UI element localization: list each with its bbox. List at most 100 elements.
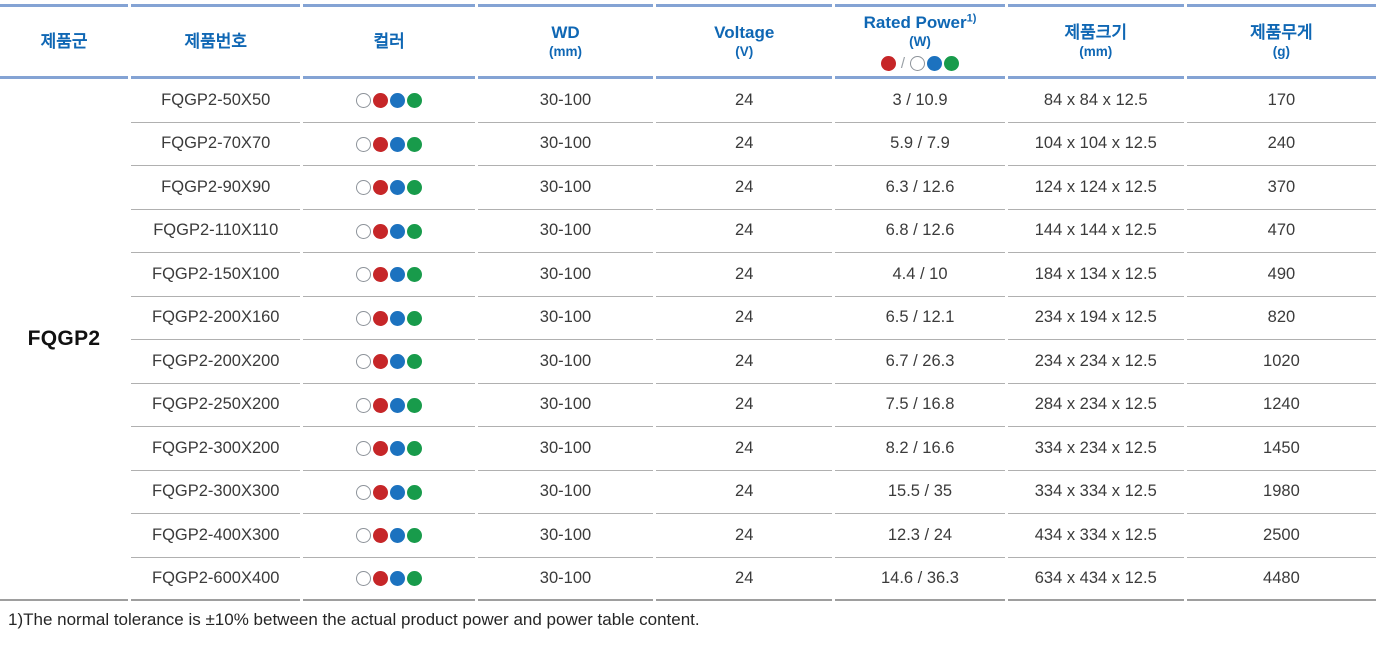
wd-cell: 30-100: [477, 79, 654, 123]
voltage-cell: 24: [656, 210, 833, 254]
voltage-cell: 24: [656, 253, 833, 297]
red-dot-icon: [373, 354, 389, 370]
weight-cell: 820: [1186, 297, 1376, 341]
col-header-color: 컬러: [303, 4, 475, 80]
col-header-voltage: Voltage (V): [656, 4, 833, 80]
blue-dot-icon: [390, 180, 406, 196]
red-dot-icon: [373, 93, 389, 109]
table-row: FQGP2-90X90 30-100 24 6.3 / 12.6 124 x 124 x…: [0, 166, 1376, 210]
legend-separator: /: [900, 55, 906, 73]
wd-cell: 30-100: [477, 384, 654, 428]
col-header-rated-power-label: Rated Power1): [863, 12, 977, 32]
part-number-cell: FQGP2-110X110: [131, 210, 301, 254]
rated-power-cell: 5.9 / 7.9: [835, 123, 1005, 167]
blue-dot-icon: [390, 267, 406, 283]
size-cell: 144 x 144 x 12.5: [1007, 210, 1184, 254]
rated-power-cell: 6.8 / 12.6: [835, 210, 1005, 254]
blue-dot-icon: [390, 397, 406, 413]
col-header-family-label: 제품군: [40, 31, 88, 51]
white-dot-icon: [356, 93, 372, 109]
voltage-cell: 24: [656, 384, 833, 428]
rated-power-cell: 7.5 / 16.8: [835, 384, 1005, 428]
weight-cell: 1020: [1186, 340, 1376, 384]
blue-dot-icon: [390, 484, 406, 500]
green-dot-icon: [407, 93, 423, 109]
col-header-voltage-label: Voltage: [714, 23, 775, 42]
weight-cell: 4480: [1186, 558, 1376, 602]
size-cell: 234 x 234 x 12.5: [1007, 340, 1184, 384]
red-dot-icon: [373, 571, 389, 587]
voltage-cell: 24: [656, 558, 833, 602]
rated-power-cell: 14.6 / 36.3: [835, 558, 1005, 602]
color-dots-cell: [303, 340, 475, 384]
col-header-weight-unit: (g): [1272, 44, 1291, 60]
blue-dot-icon: [390, 93, 406, 109]
col-header-family: 제품군: [0, 4, 129, 80]
col-header-part-number: 제품번호: [131, 4, 301, 80]
red-dot-icon: [373, 223, 389, 239]
red-dot-icon: [880, 56, 896, 72]
col-header-rated-power-unit: (W): [909, 34, 931, 50]
rated-power-cell: 15.5 / 35: [835, 471, 1005, 515]
green-dot-icon: [407, 136, 423, 152]
white-dot-icon: [356, 571, 372, 587]
weight-cell: 1240: [1186, 384, 1376, 428]
rated-power-cell: 6.5 / 12.1: [835, 297, 1005, 341]
white-dot-icon: [356, 484, 372, 500]
wd-cell: 30-100: [477, 427, 654, 471]
green-dot-icon: [407, 528, 423, 544]
blue-dot-icon: [390, 136, 406, 152]
col-header-voltage-unit: (V): [735, 44, 754, 60]
weight-cell: 1980: [1186, 471, 1376, 515]
red-dot-icon: [373, 441, 389, 457]
table-row: FQGP2 FQGP2-50X50 30-100 24 3 / 10.9 84 x 84 …: [0, 79, 1376, 602]
white-dot-icon: [356, 441, 372, 457]
weight-cell: 490: [1186, 253, 1376, 297]
color-dots-cell: [303, 210, 475, 254]
weight-cell: 170: [1186, 79, 1376, 123]
voltage-cell: 24: [656, 427, 833, 471]
voltage-cell: 24: [656, 166, 833, 210]
blue-dot-icon: [390, 354, 406, 370]
weight-cell: 240: [1186, 123, 1376, 167]
table-row: FQGP2-250X200 30-100 24 7.5 / 16.8 284 x 234…: [0, 384, 1376, 428]
color-dots-cell: [303, 514, 475, 558]
size-cell: 284 x 234 x 12.5: [1007, 384, 1184, 428]
wd-cell: 30-100: [477, 166, 654, 210]
green-dot-icon: [407, 267, 423, 283]
white-dot-icon: [356, 397, 372, 413]
col-header-weight: 제품무게 (g): [1186, 4, 1376, 80]
part-number-cell: FQGP2-200X200: [131, 340, 301, 384]
part-number-cell: FQGP2-250X200: [131, 384, 301, 428]
white-dot-icon: [356, 528, 372, 544]
size-cell: 434 x 334 x 12.5: [1007, 514, 1184, 558]
size-cell: 104 x 104 x 12.5: [1007, 123, 1184, 167]
table-row: FQGP2-200X200 30-100 24 6.7 / 26.3 234 x 234…: [0, 340, 1376, 384]
color-dots-cell: [303, 79, 475, 123]
blue-dot-icon: [927, 56, 943, 72]
green-dot-icon: [407, 223, 423, 239]
color-dots-cell: [303, 384, 475, 428]
color-dots-cell: [303, 123, 475, 167]
voltage-cell: 24: [656, 79, 833, 123]
rated-power-cell: 4.4 / 10: [835, 253, 1005, 297]
family-group-cell: FQGP2: [0, 79, 129, 602]
rated-power-text: Rated Power: [863, 13, 967, 32]
weight-cell: 2500: [1186, 514, 1376, 558]
green-dot-icon: [944, 56, 960, 72]
table-row: FQGP2-200X160 30-100 24 6.5 / 12.1 234 x 194…: [0, 297, 1376, 341]
blue-dot-icon: [390, 223, 406, 239]
col-header-wd-unit: (mm): [548, 44, 582, 60]
table-body: FQGP2 FQGP2-50X50 30-100 24 3 / 10.9 84 x 84 …: [0, 79, 1376, 602]
part-number-cell: FQGP2-400X300: [131, 514, 301, 558]
col-header-weight-label: 제품무게: [1250, 23, 1313, 42]
white-dot-icon: [356, 223, 372, 239]
table-row: FQGP2-600X400 30-100 24 14.6 / 36.3 634 x 43…: [0, 558, 1376, 602]
col-header-wd: WD (mm): [477, 4, 654, 80]
rated-power-cell: 6.7 / 26.3: [835, 340, 1005, 384]
red-dot-icon: [373, 136, 389, 152]
wd-cell: 30-100: [477, 297, 654, 341]
part-number-cell: FQGP2-600X400: [131, 558, 301, 602]
white-dot-icon: [356, 267, 372, 283]
